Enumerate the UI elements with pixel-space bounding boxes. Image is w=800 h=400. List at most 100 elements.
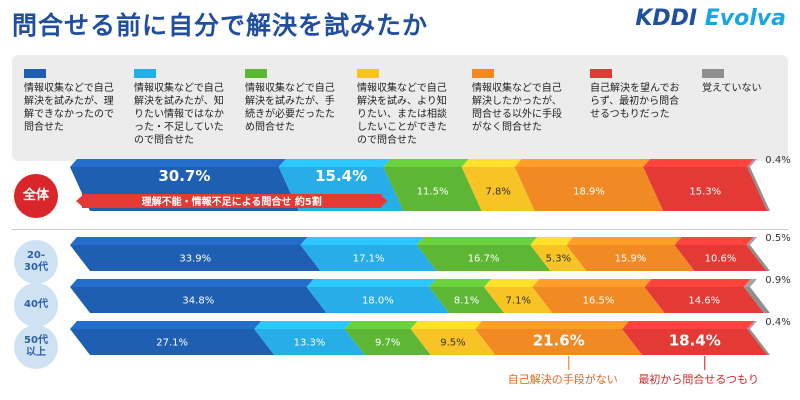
bar-segment-1-2 [416, 245, 551, 271]
bar-top-2-1 [306, 279, 437, 287]
bar-segment-3-5 [622, 329, 768, 355]
bar-top-3-3 [410, 321, 483, 329]
bar-segment-2-2 [429, 287, 505, 313]
bar-top-2-3 [484, 279, 540, 287]
bar-value-label-3-3: 9.5% [440, 338, 465, 349]
bar-value-label-0-2: 11.5% [417, 186, 449, 197]
bar-value-label-0-6: 0.4% [765, 155, 790, 166]
bar-segment-1-3 [530, 245, 587, 271]
bar-top-2-5 [644, 279, 751, 287]
bar-top-3-6 [747, 321, 757, 329]
row-label-40: 40代 [14, 283, 58, 327]
bar-segment-0-5 [643, 167, 768, 211]
legend-swatch-5 [472, 69, 494, 78]
bar-segment-3-3 [410, 329, 496, 355]
bar-value-label-3-2: 9.7% [375, 338, 400, 349]
bar-top-1-2 [416, 237, 538, 245]
bar-value-label-2-1: 18.0% [362, 296, 394, 307]
brand-name-sub: Evolva [704, 6, 786, 31]
legend-label-5: 情報収集などで自己解決したかったが、問合せる以外に手段がなく問合せた [472, 83, 562, 133]
bar-top-3-1 [254, 321, 352, 329]
bar-value-label-1-2: 16.7% [468, 254, 500, 265]
legend-item-2: 情報収集などで自己解決を試みたが、知りたい情報ではなかった・不足していたので問合… [134, 69, 230, 147]
bar-value-label-2-5: 14.6% [688, 296, 720, 307]
legend-label-3: 情報収集などで自己解決を試みたが、手続きが必要だったため問合せた [245, 83, 335, 133]
bar-value-label-1-0: 33.9% [179, 254, 211, 265]
bar-top-3-5 [622, 321, 755, 329]
bar-segment-1-1 [300, 245, 437, 271]
bar-value-label-1-4: 15.9% [615, 254, 647, 265]
bar-top-1-5 [674, 237, 754, 245]
bar-segment-1-6 [746, 245, 770, 271]
bar-value-label-2-4: 16.5% [583, 296, 615, 307]
bar-value-label-3-4: 21.6% [533, 332, 585, 350]
legend-swatch-4 [357, 69, 379, 78]
bar-segment-0-6 [747, 167, 770, 211]
bar-segment-3-0 [70, 329, 275, 355]
bar-segment-3-1 [254, 329, 365, 355]
bar-segment-2-5 [644, 287, 764, 313]
bar-value-label-0-3: 7.8% [485, 186, 510, 197]
bar-top-2-4 [532, 279, 652, 287]
legend-label-6: 自己解決を望んでおらず、最初から問合せるつもりだった [590, 83, 680, 120]
bracket-label: 理解不能・情報不足による問合せ 約5割 [142, 195, 322, 208]
bracket-arrow-left [76, 194, 84, 208]
bar-segment-1-0 [70, 245, 321, 271]
bar-top-2-6 [743, 279, 757, 287]
legend-label-7: 覚えていない [702, 83, 762, 94]
legend-item-1: 情報収集などで自己解決を試みたが、理解できなかったので問合せた [24, 69, 120, 134]
bar-top-0-6 [747, 159, 757, 167]
bar-value-label-1-1: 17.1% [353, 254, 385, 265]
bar-top-0-4 [514, 159, 651, 167]
bar-value-label-3-0: 27.1% [156, 338, 188, 349]
bar-value-label-2-3: 7.1% [506, 296, 531, 307]
bar-top-1-1 [300, 237, 424, 245]
legend-swatch-7 [702, 69, 724, 78]
legend-item-6: 自己解決を望んでおらず、最初から問合せるつもりだった [590, 69, 686, 121]
bar-value-label-2-2: 8.1% [454, 296, 479, 307]
bar-segment-2-1 [306, 287, 450, 313]
bar-top-0-5 [643, 159, 755, 167]
row-label-overall: 全体 [14, 174, 58, 218]
bar-value-label-1-3: 5.3% [546, 254, 571, 265]
legend-swatch-6 [590, 69, 612, 78]
annotation-orange: 自己解決の手段がない [508, 372, 618, 386]
bar-value-label-0-5: 15.3% [689, 186, 721, 197]
legend-swatch-3 [245, 69, 267, 78]
bar-segment-1-4 [566, 245, 695, 271]
bar-segment-2-4 [532, 287, 665, 313]
legend-box: 情報収集などで自己解決を試みたが、理解できなかったので問合せた 情報収集などで自… [12, 55, 788, 161]
bar-segment-3-6 [747, 329, 770, 355]
bar-segment-2-0 [70, 287, 327, 313]
bar-segment-0-2 [383, 167, 482, 211]
bar-top-3-0 [70, 321, 262, 329]
bar-segment-1-5 [674, 245, 767, 271]
legend-item-5: 情報収集などで自己解決したかったが、問合せる以外に手段がなく問合せた [472, 69, 568, 134]
bar-value-label-3-5: 18.4% [669, 332, 721, 350]
brand-name-main: KDDI [635, 6, 698, 31]
bar-value-label-0-1: 15.4% [315, 167, 367, 185]
bar-value-label-0-0: 30.7% [158, 167, 210, 185]
legend-label-1: 情報収集などで自己解決を試みたが、理解できなかったので問合せた [24, 83, 114, 133]
bar-top-3-4 [475, 321, 630, 329]
legend-item-3: 情報収集などで自己解決を試みたが、手続きが必要だったため問合せた [245, 69, 341, 134]
bar-top-0-2 [383, 159, 469, 167]
brand-logo: KDDI Evolva [635, 6, 786, 31]
bar-top-2-0 [70, 279, 314, 287]
legend-item-7: 覚えていない [702, 69, 798, 95]
legend-label-4: 情報収集などで自己解決を試み、より知りたい、または相談したいことができたので問合… [357, 83, 447, 146]
bar-value-label-2-0: 34.8% [182, 296, 214, 307]
bar-top-2-2 [429, 279, 492, 287]
group-divider [12, 229, 788, 230]
bar-top-3-2 [344, 321, 418, 329]
bar-top-1-6 [746, 237, 757, 245]
bar-segment-0-4 [514, 167, 664, 211]
bar-value-label-1-6: 0.5% [765, 233, 790, 244]
bar-segment-3-2 [344, 329, 431, 355]
bar-top-0-0 [70, 159, 286, 167]
bar-value-label-3-6: 0.4% [765, 317, 790, 328]
bar-value-label-1-5: 10.6% [705, 254, 737, 265]
row-label-20-30: 20- 30代 [14, 240, 58, 284]
legend-item-4: 情報収集などで自己解決を試み、より知りたい、または相談したいことができたので問合… [357, 69, 453, 147]
